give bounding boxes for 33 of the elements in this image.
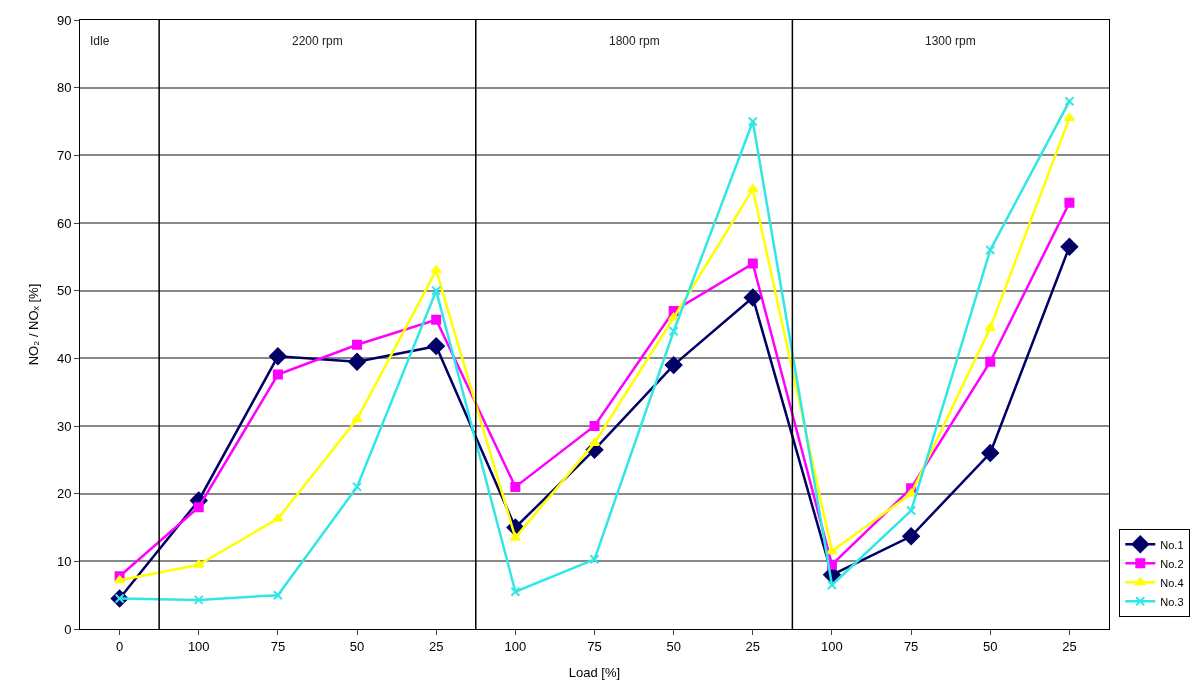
y-tick-label: 10 (56, 553, 72, 569)
legend-label: No.1 (1160, 538, 1184, 551)
x-tick-label: 100 (187, 638, 210, 654)
legend-label: No.4 (1160, 576, 1184, 589)
annotation: Idle (90, 34, 110, 48)
x-tick-label: 50 (666, 638, 681, 654)
x-tick-label: 50 (349, 638, 365, 654)
annotation: 1300 rpm (925, 34, 976, 48)
legend-label: No.3 (1160, 595, 1184, 608)
x-tick-label: 100 (821, 638, 843, 654)
y-tick-label: 50 (56, 283, 72, 299)
x-axis-title: Load [%] (568, 665, 621, 681)
x-tick-label: 0 (115, 638, 124, 654)
y-axis-title: NO₂ / NOₓ [%] (25, 283, 41, 366)
x-tick-label: 25 (1062, 638, 1077, 654)
x-tick-label: 25 (428, 638, 444, 654)
x-tick-label: 75 (903, 638, 919, 654)
x-tick-label: 75 (587, 638, 602, 654)
legend-label: No.2 (1160, 557, 1184, 570)
y-tick-label: 60 (56, 215, 72, 231)
y-tick-label: 0 (64, 621, 72, 637)
y-tick-label: 80 (56, 80, 72, 96)
x-tick-label: 75 (270, 638, 286, 654)
y-tick-label: 90 (56, 12, 72, 28)
annotation: 1800 rpm (609, 34, 660, 48)
y-tick-label: 30 (56, 418, 72, 434)
x-tick-label: 25 (745, 638, 761, 654)
x-tick-label: 100 (504, 638, 527, 654)
y-tick-label: 70 (56, 147, 72, 163)
y-tick-label: 40 (56, 350, 72, 366)
x-tick-label: 50 (983, 638, 998, 654)
y-tick-label: 20 (56, 486, 72, 502)
annotation: 2200 rpm (292, 34, 343, 48)
